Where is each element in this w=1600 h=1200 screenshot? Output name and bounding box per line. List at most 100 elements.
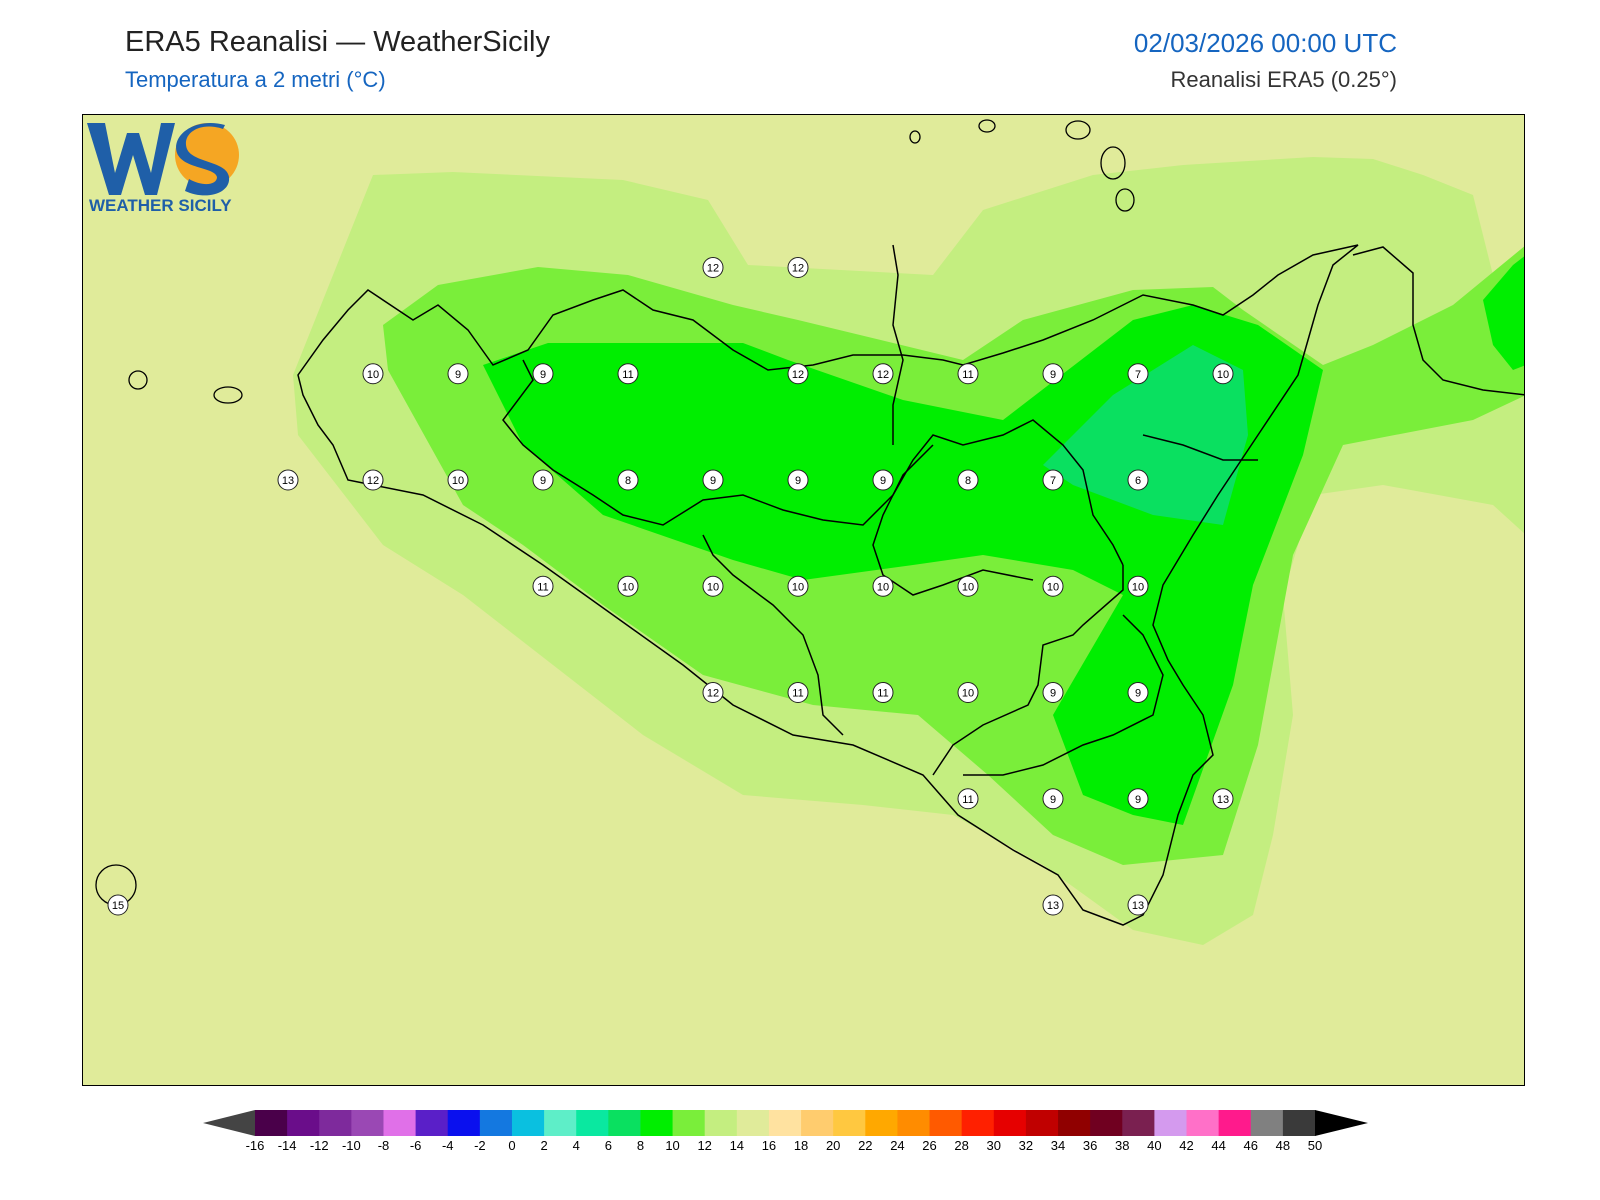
colorbar-swatch (479, 1110, 513, 1136)
station-marker[interactable] (1042, 894, 1064, 916)
colorbar-tick-label: 34 (1050, 1138, 1066, 1153)
station-marker[interactable] (277, 469, 299, 491)
station-marker[interactable] (1127, 575, 1149, 597)
station-marker[interactable] (872, 469, 894, 491)
colorbar-swatch (897, 1110, 931, 1136)
station-marker[interactable] (702, 682, 724, 703)
station-value: 10 (962, 688, 974, 700)
colorbar-tick-label: 26 (922, 1138, 937, 1153)
station-value: 10 (1132, 581, 1144, 593)
station-marker[interactable] (787, 575, 809, 597)
station-value: 10 (792, 581, 804, 593)
colorbar-tick-label: 48 (1275, 1138, 1291, 1153)
colorbar-swatch (576, 1110, 609, 1136)
colorbar-tick-label: 30 (986, 1138, 1002, 1153)
station-marker[interactable] (872, 575, 894, 597)
colorbar-tick-label: -14 (277, 1138, 297, 1153)
colorbar-tick-label: -16 (245, 1138, 265, 1153)
colorbar-swatch (736, 1110, 770, 1136)
station-marker[interactable] (532, 469, 554, 491)
station-marker[interactable] (957, 363, 979, 385)
station-value: 10 (877, 581, 889, 593)
station-marker[interactable] (872, 363, 894, 385)
station-value: 9 (455, 369, 461, 381)
colorbar-swatch (1250, 1110, 1284, 1136)
station-marker[interactable] (957, 788, 979, 810)
colorbar-tick-label: 20 (825, 1138, 841, 1153)
colorbar-swatch (865, 1110, 898, 1136)
station-marker[interactable] (787, 469, 809, 491)
colorbar-tick-label: -6 (409, 1138, 422, 1153)
station-marker[interactable] (1212, 363, 1234, 385)
colorbar-swatch (1058, 1110, 1091, 1136)
station-marker[interactable] (1127, 682, 1149, 703)
colorbar-swatch (255, 1110, 288, 1136)
station-marker[interactable] (362, 469, 384, 491)
station-marker[interactable] (1042, 469, 1064, 491)
station-value: 11 (792, 688, 803, 700)
station-marker[interactable] (957, 575, 979, 597)
station-value: 10 (962, 581, 974, 593)
station-marker[interactable] (1042, 363, 1064, 385)
station-marker[interactable] (532, 363, 554, 385)
station-value: 13 (282, 475, 294, 487)
station-marker[interactable] (787, 363, 809, 385)
station-marker[interactable] (787, 257, 809, 278)
station-markers: 12 12 10 9 9 11 12 12 11 9 7 10 13 12 10 9 8 9 9 9 8 7 6 11 10 10… (107, 257, 1234, 916)
colorbar-swatch (1090, 1110, 1123, 1136)
station-marker[interactable] (702, 469, 724, 491)
colorbar-tick-label: 40 (1147, 1138, 1162, 1153)
station-marker[interactable] (872, 682, 894, 703)
colorbar-tick-label: -2 (474, 1138, 486, 1153)
station-marker[interactable] (617, 363, 639, 385)
station-marker[interactable] (617, 575, 639, 597)
station-marker[interactable] (1127, 788, 1149, 810)
colorbar-swatch (640, 1110, 674, 1136)
colorbar-tick-label: 44 (1211, 1138, 1226, 1153)
station-marker[interactable] (957, 469, 979, 491)
colorbar-swatch (608, 1110, 641, 1136)
station-value: 10 (622, 581, 634, 593)
station-marker[interactable] (447, 469, 469, 491)
station-marker[interactable] (702, 575, 724, 597)
colorbar-swatch (704, 1110, 738, 1136)
colorbar-swatch (1282, 1110, 1316, 1136)
station-value: 12 (877, 369, 889, 381)
colorbar-tick-label: 14 (729, 1138, 745, 1153)
colorbar-max-triangle (1315, 1110, 1368, 1136)
station-marker[interactable] (1127, 363, 1149, 385)
station-marker[interactable] (1127, 894, 1149, 916)
station-value: 9 (795, 475, 801, 487)
temperature-map[interactable]: 12 12 10 9 9 11 12 12 11 9 7 10 13 12 10 9 8 9 9 9 8 7 6 11 10 10… (82, 114, 1525, 1086)
station-marker[interactable] (957, 682, 979, 703)
station-value: 12 (707, 688, 719, 700)
temperature-colorbar (203, 1110, 1368, 1136)
colorbar-swatch (1186, 1110, 1220, 1136)
coastline (297, 244, 1524, 926)
station-marker[interactable] (532, 575, 554, 597)
station-marker[interactable] (787, 682, 809, 703)
station-marker[interactable] (1042, 575, 1064, 597)
station-value: 9 (540, 475, 546, 487)
station-marker[interactable] (1042, 682, 1064, 703)
colorbar-tick-label: 22 (858, 1138, 873, 1153)
colorbar-swatch (383, 1110, 417, 1136)
station-marker[interactable] (1042, 788, 1064, 810)
map-datetime: 02/03/2026 00:00 UTC (1133, 28, 1397, 58)
station-value: 12 (792, 369, 804, 381)
station-marker[interactable] (1127, 469, 1149, 491)
colorbar-tick-label: 12 (697, 1138, 712, 1153)
station-value: 13 (1132, 900, 1144, 912)
station-value: 15 (112, 900, 124, 912)
station-marker[interactable] (362, 363, 384, 385)
station-marker[interactable] (1212, 788, 1234, 810)
station-marker[interactable] (107, 894, 129, 916)
map-canvas: 12 12 10 9 9 11 12 12 11 9 7 10 13 12 10 9 8 9 9 9 8 7 6 11 10 10… (95, 119, 1524, 945)
station-marker[interactable] (447, 363, 469, 385)
station-marker[interactable] (617, 469, 639, 491)
station-value: 10 (367, 369, 379, 381)
station-marker[interactable] (702, 257, 724, 278)
station-value: 8 (965, 475, 971, 487)
station-value: 9 (1050, 794, 1056, 806)
station-value: 9 (1135, 794, 1141, 806)
